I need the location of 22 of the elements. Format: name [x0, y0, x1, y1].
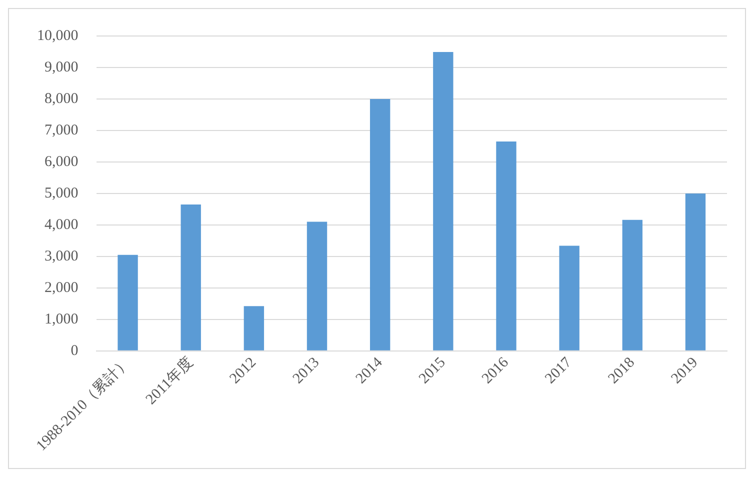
bar — [496, 141, 516, 350]
bar — [306, 222, 328, 350]
bar — [180, 204, 201, 350]
bar — [370, 98, 390, 350]
bar — [685, 193, 706, 350]
y-tick-label: 6,000 — [44, 154, 78, 170]
bar — [622, 220, 642, 350]
bar — [559, 246, 580, 350]
x-tick-label: 2011年度 — [142, 354, 196, 408]
y-tick-label: 0 — [70, 342, 78, 359]
y-tick-label: 4,000 — [44, 216, 78, 233]
bar — [118, 254, 138, 350]
bar — [244, 306, 264, 350]
y-tick-label: 8,000 — [44, 90, 78, 107]
y-tick-label: 10,000 — [37, 28, 78, 44]
bar — [433, 52, 454, 350]
y-tick-label: 1,000 — [44, 311, 78, 328]
y-tick-label: 2,000 — [44, 280, 78, 296]
y-tick-label: 5,000 — [44, 185, 78, 202]
y-tick-label: 9,000 — [44, 59, 78, 76]
y-tick-label: 7,000 — [44, 122, 78, 138]
y-tick-label: 3,000 — [44, 248, 78, 264]
